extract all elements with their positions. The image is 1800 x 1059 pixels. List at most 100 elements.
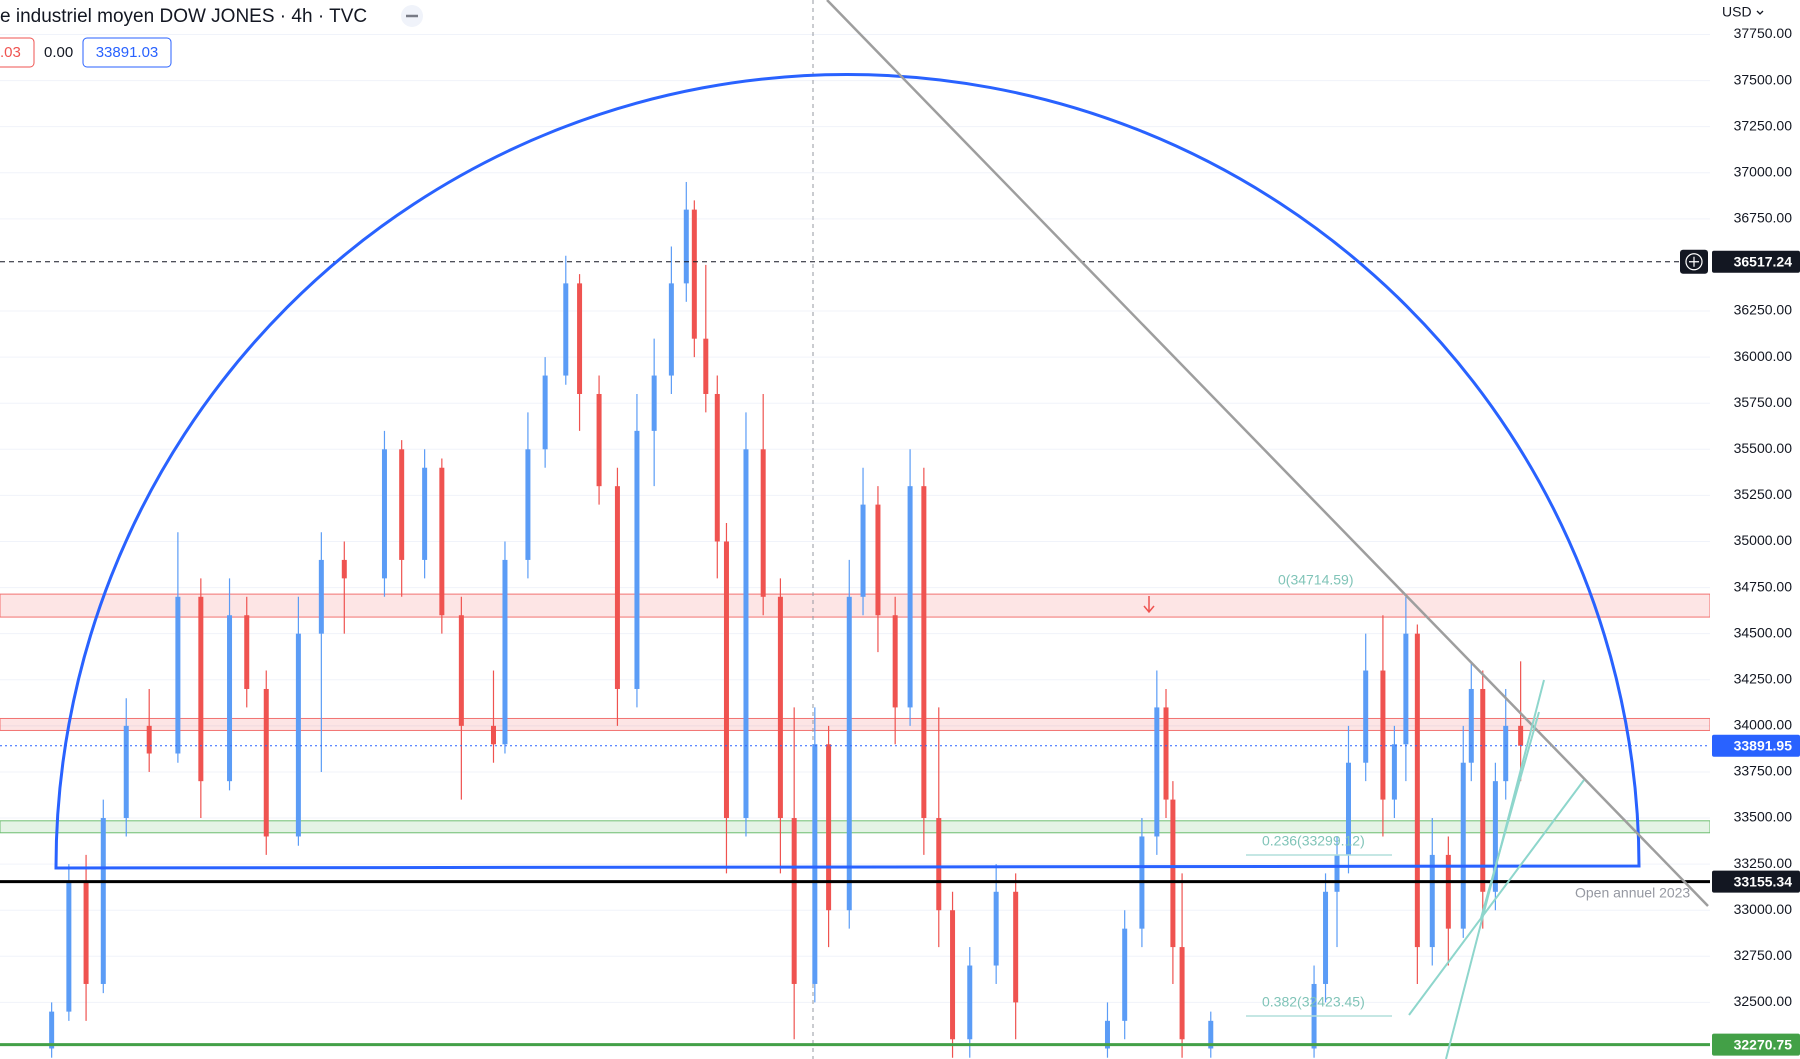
candle-body [892,615,898,708]
last-price: 33891.03 [96,44,159,61]
y-tick-label: 37000.00 [1734,163,1793,179]
axis-labels: 32500.00 32750.00 33000.00 33250.00 33500.00… [1734,25,1793,1009]
y-tick-label: 36750.00 [1734,210,1793,226]
candle-body [1170,799,1176,948]
candle-body [1492,781,1498,892]
candle-body [691,209,697,339]
zone [0,820,1711,834]
y-tick-label: 37500.00 [1734,71,1793,87]
candle-body [1179,947,1185,1040]
candle-body [1154,707,1160,837]
y-tick-label: 35250.00 [1734,486,1793,502]
candle-body [577,283,583,394]
grid [0,33,1710,1003]
candle-body [1013,891,1019,1003]
candle-body [83,882,89,984]
annotation: Open annuel 2023 [1575,885,1690,901]
candle-body [381,449,387,579]
price-tags: 36517.24 33891.95 33155.34 32270.75 [1680,249,1800,1056]
candle-body [723,541,729,819]
candle-body [1391,744,1397,800]
candle-body [1104,1020,1110,1049]
candle-body [1363,670,1369,763]
candle-body [146,725,152,754]
y-tick-label: 34250.00 [1734,670,1793,686]
candle-body [907,486,913,708]
candle-body [967,965,973,1040]
y-tick-label: 32500.00 [1734,993,1793,1009]
candle-body [422,467,428,560]
candle-body [1323,891,1329,984]
candle-body [1403,633,1409,745]
arc-drawing [54,73,1641,870]
candle-body [1334,854,1340,892]
y-tick-label: 35750.00 [1734,394,1793,410]
candle-body [614,486,620,689]
candle-body [175,596,181,754]
candle-body [1480,688,1486,892]
candle-body [921,486,927,819]
candle-body [399,449,405,560]
price-tag [1712,250,1800,273]
fib-label: 0.236(33299.12) [1262,833,1365,849]
candle-body [318,559,324,634]
candle-body [1460,762,1466,929]
arrow-icon [1143,596,1155,614]
y-tick-label: 37250.00 [1734,117,1793,133]
fib-label: 0(34714.59) [1278,572,1354,588]
y-tick-label: 34750.00 [1734,578,1793,594]
candle-body [683,209,689,284]
trend-line [826,0,1709,907]
candle-body [1445,854,1451,929]
y-tick-label: 33250.00 [1734,855,1793,871]
candle-body [263,688,269,837]
trend-line [1408,779,1585,1016]
fib-label: 0.382(32423.45) [1262,994,1365,1010]
candle-body [1380,670,1386,800]
candle-body [341,559,347,579]
candle-body [1518,725,1524,746]
zone [0,717,1711,731]
candle-body [244,615,250,689]
levels [0,261,1710,1047]
y-tick-label: 33500.00 [1734,809,1793,825]
candle-body [950,910,956,1040]
change: .03 [0,44,21,61]
candle-body [66,882,72,1012]
candle-body [826,744,832,911]
y-tick-label: 36000.00 [1734,348,1793,364]
candle-body [634,430,640,689]
y-tick-label: 36250.00 [1734,302,1793,318]
candle-body [875,504,881,616]
trend-line [1480,711,1540,919]
y-tick-label: 37750.00 [1734,25,1793,41]
change-box [0,37,35,68]
candle-body [458,615,464,726]
candle-body [1345,762,1351,855]
price-tag-label: 33891.95 [1734,737,1793,753]
candle-body [596,393,602,487]
candle-body [993,891,999,966]
y-tick-label: 32750.00 [1734,947,1793,963]
price-tag [1712,870,1800,893]
y-tick-label: 34500.00 [1734,624,1793,640]
candle-body [490,725,496,745]
y-tick-label: 33750.00 [1734,763,1793,779]
price-tag [1712,734,1800,757]
y-tick-label: 35000.00 [1734,532,1793,548]
price-tag [1712,1033,1800,1056]
price-tag-label: 32270.75 [1734,1036,1793,1052]
candle-body [502,559,508,745]
candle-body [846,596,852,911]
candle-body [760,449,766,597]
candle-body [123,725,129,819]
y-tick-label: 33000.00 [1734,901,1793,917]
candle-body [525,449,531,560]
candle-body [777,596,783,819]
plus-icon [1685,253,1703,271]
candle-body [1468,688,1474,763]
candle-body [743,449,749,819]
candle-body [542,375,548,450]
